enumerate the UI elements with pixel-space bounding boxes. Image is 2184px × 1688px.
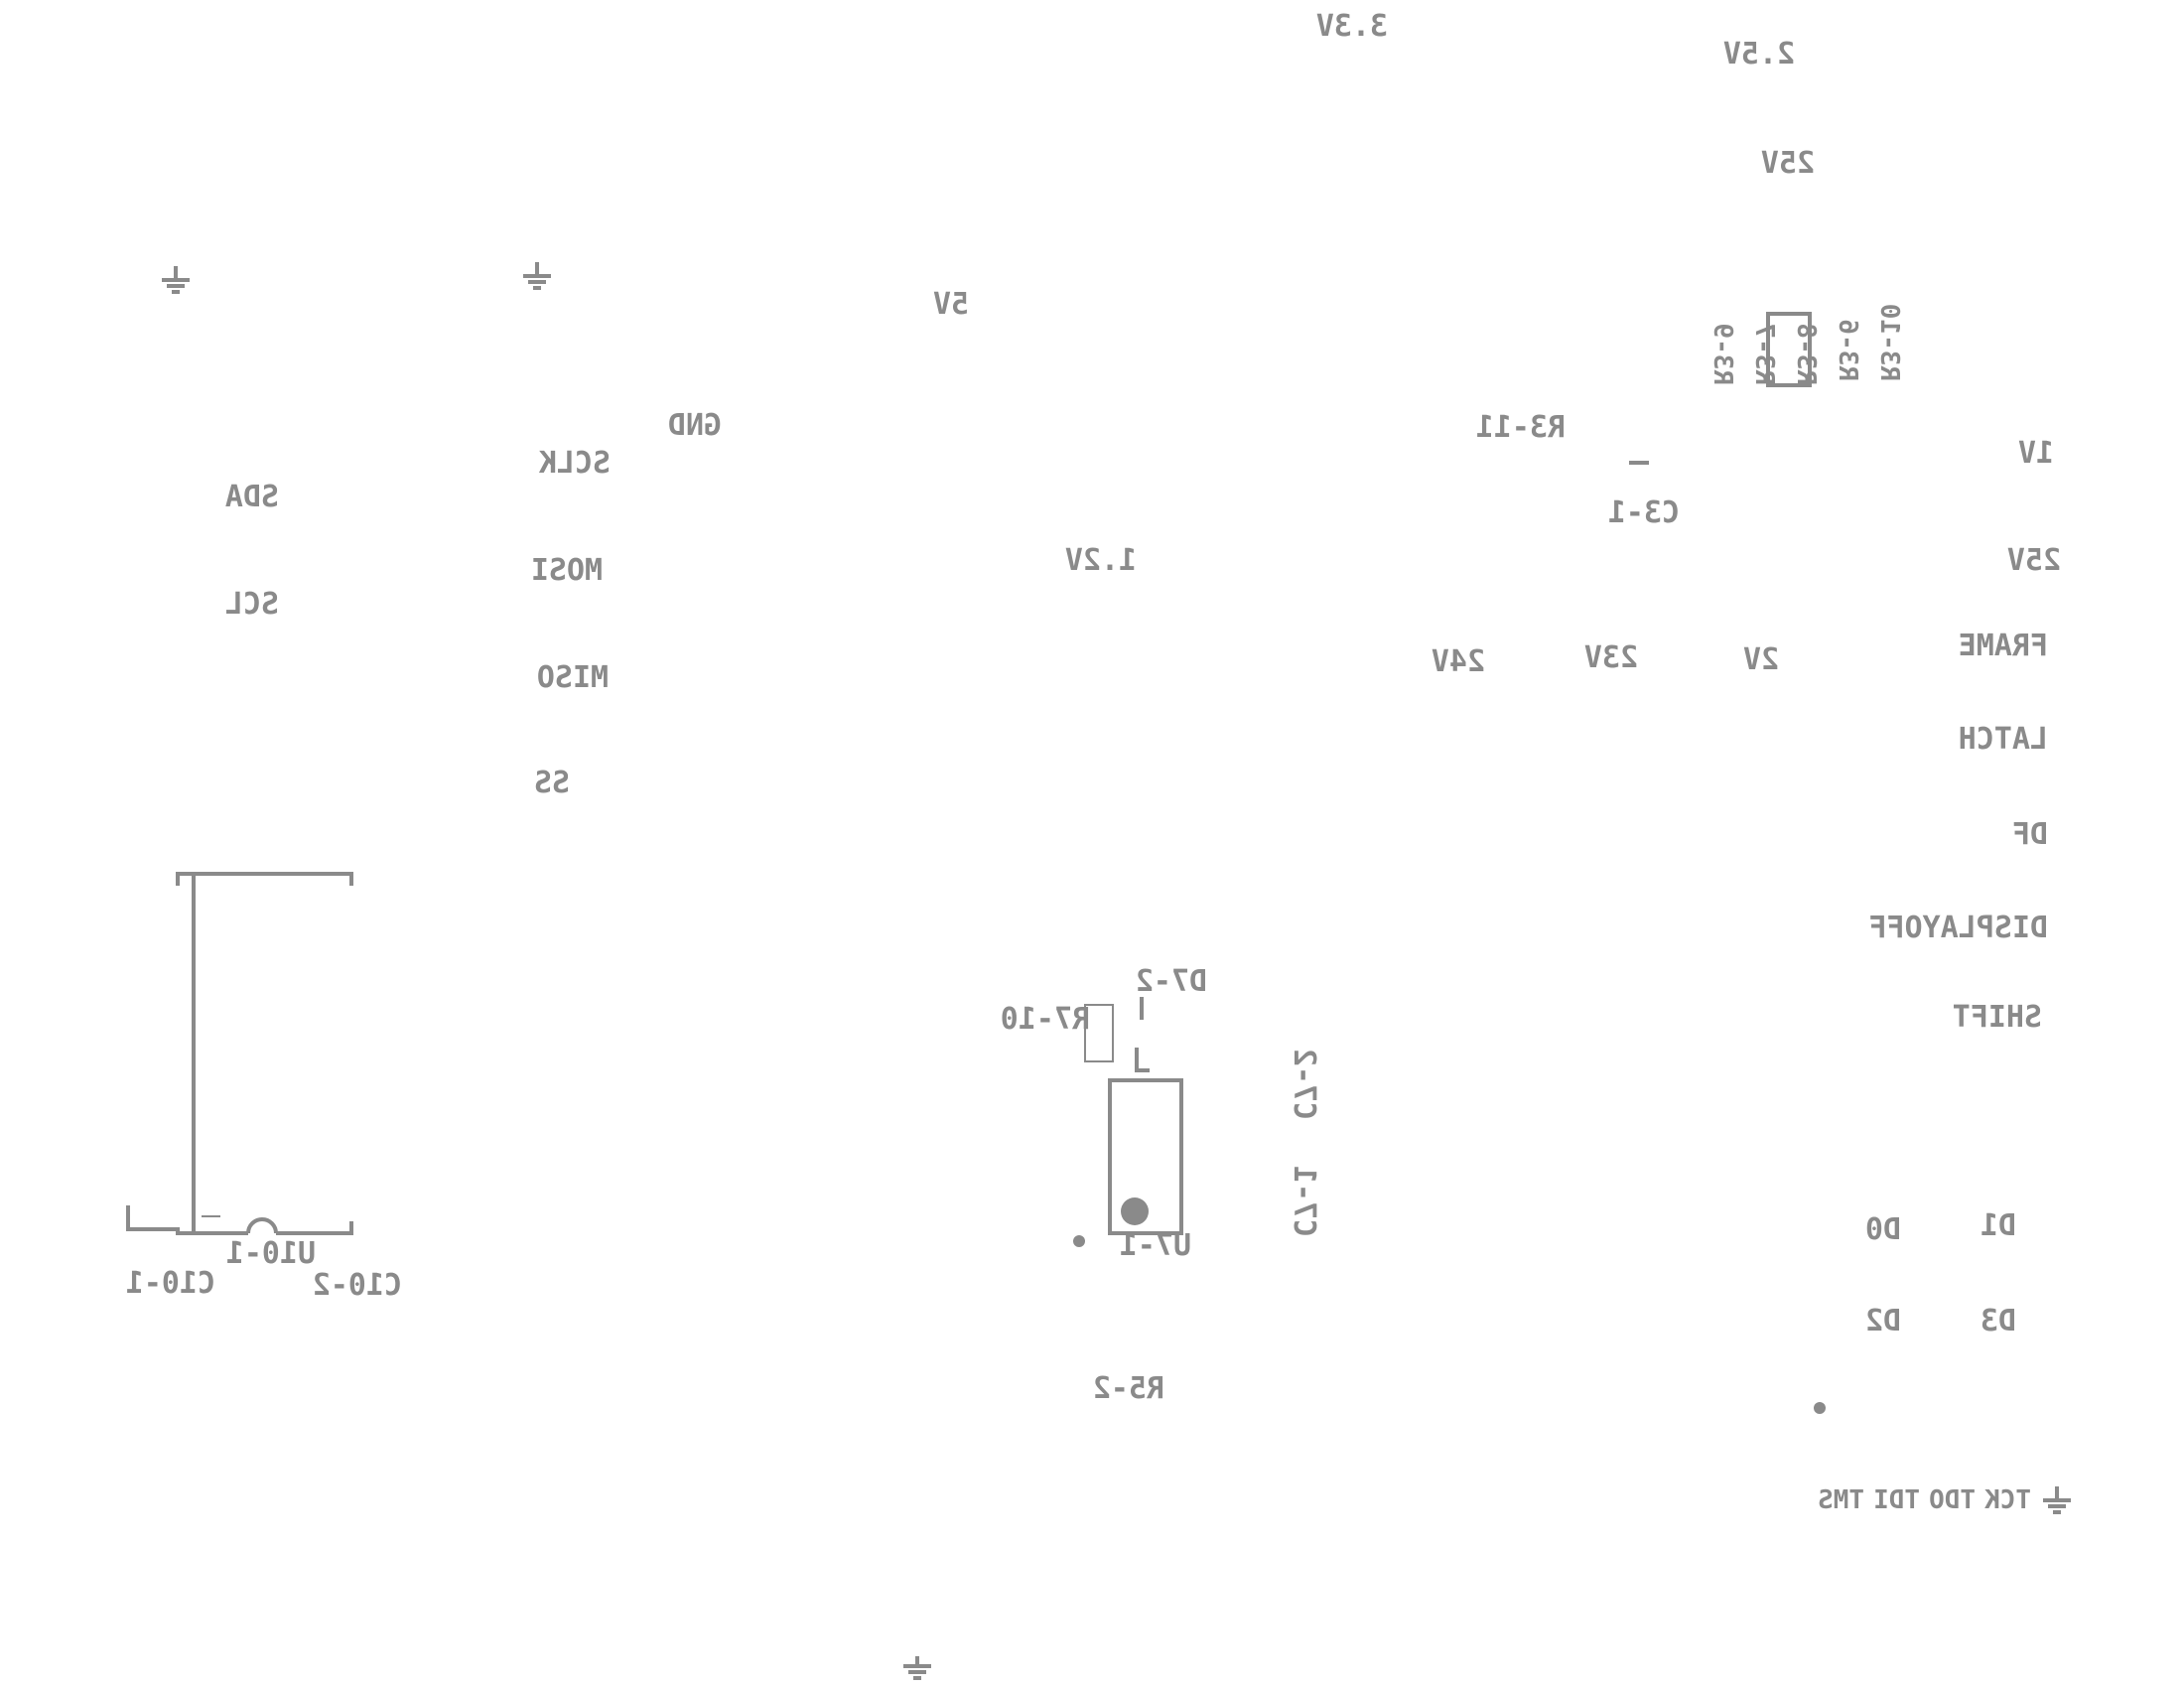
refdes-u7-1: U7-1 [1119, 1228, 1191, 1263]
refdes-u10-1: U10-1 [225, 1236, 316, 1271]
signal-label-frame: FRAME [1958, 629, 2048, 663]
signal-label-mosi: MOSI [530, 553, 603, 588]
power-label-1v: 1V [2017, 436, 2054, 471]
signal-label-df: DF [2011, 817, 2048, 852]
refdes-r3-8: R3-8 [1791, 323, 1821, 385]
signal-label-d0: D0 [1864, 1212, 1901, 1247]
power-label-2v: 2V [1742, 642, 1779, 677]
refdes-c7-1: C7-1 [1287, 1165, 1321, 1237]
power-label-25v-right: 25V [2006, 543, 2061, 578]
jtag-label-tms: TMS [1818, 1485, 1864, 1515]
signal-label-miso: MISO [536, 660, 609, 695]
refdes-c7-2: C7-2 [1287, 1048, 1321, 1120]
refdes-c3-1: C3-1 [1607, 495, 1680, 530]
d7-pin-mark [1135, 1048, 1150, 1072]
refdes-r3-7: R3-7 [1749, 323, 1779, 385]
power-label-1v2: 1.2V [1064, 543, 1137, 578]
refdes-d7-2: D7-2 [1135, 964, 1207, 999]
signal-label-d2: D2 [1864, 1304, 1901, 1338]
signal-label-sda: SDA [224, 480, 279, 514]
pin1-marker-icon [1121, 1197, 1149, 1225]
power-label-24v: 24V [1431, 644, 1485, 679]
refdes-r3-6: R3-6 [1833, 319, 1862, 381]
ground-icon [2043, 1486, 2071, 1514]
u10-component-outline [126, 872, 353, 1235]
signal-label-d1: D1 [1979, 1208, 2016, 1243]
signal-label-displayoff: DISPLAYOFF [1868, 911, 2048, 945]
power-label-2v5: 2.5V [1722, 37, 1795, 71]
signal-label-latch: LATCH [1958, 722, 2048, 757]
ground-icon [523, 262, 551, 290]
r3-component-outline [1766, 312, 1812, 387]
jtag-label-tdo: TDO [1929, 1485, 1976, 1515]
signal-label-d3: D3 [1979, 1304, 2016, 1338]
pin1-marker-icon [1814, 1402, 1826, 1414]
refdes-r3-9: R3-9 [1707, 323, 1737, 385]
jtag-label-tdi: TDI [1873, 1485, 1920, 1515]
pin1-marker-icon [1073, 1235, 1085, 1247]
power-label-23v: 23V [1583, 640, 1638, 675]
refdes-r7-10: R7-10 [1000, 1002, 1090, 1037]
refdes-r3-10: R3-10 [1874, 303, 1904, 381]
signal-label-shift: SHIFT [1952, 1000, 2042, 1035]
signal-label-scl: SCL [224, 587, 279, 622]
signal-label-sclk: SCLK [538, 446, 611, 481]
jtag-label-tck: TCK [1984, 1485, 2031, 1515]
signal-label-ss: SS [533, 766, 570, 800]
ground-icon [162, 266, 190, 294]
ground-icon [903, 1656, 931, 1680]
refdes-r5-2: R5-2 [1092, 1371, 1164, 1406]
power-label-3v3: 3.3V [1315, 9, 1388, 44]
u7-component-outline [1108, 1078, 1183, 1235]
refdes-c10-2: C10-2 [312, 1268, 402, 1303]
power-label-25v-top: 25V [1760, 146, 1815, 181]
r7-component-outline [1084, 1004, 1114, 1062]
power-label-5v: 5V [932, 287, 969, 322]
refdes-r3-11: R3-11 [1475, 410, 1566, 445]
power-label-gnd: GND [667, 408, 722, 443]
refdes-c10-1: C10-1 [125, 1266, 215, 1301]
